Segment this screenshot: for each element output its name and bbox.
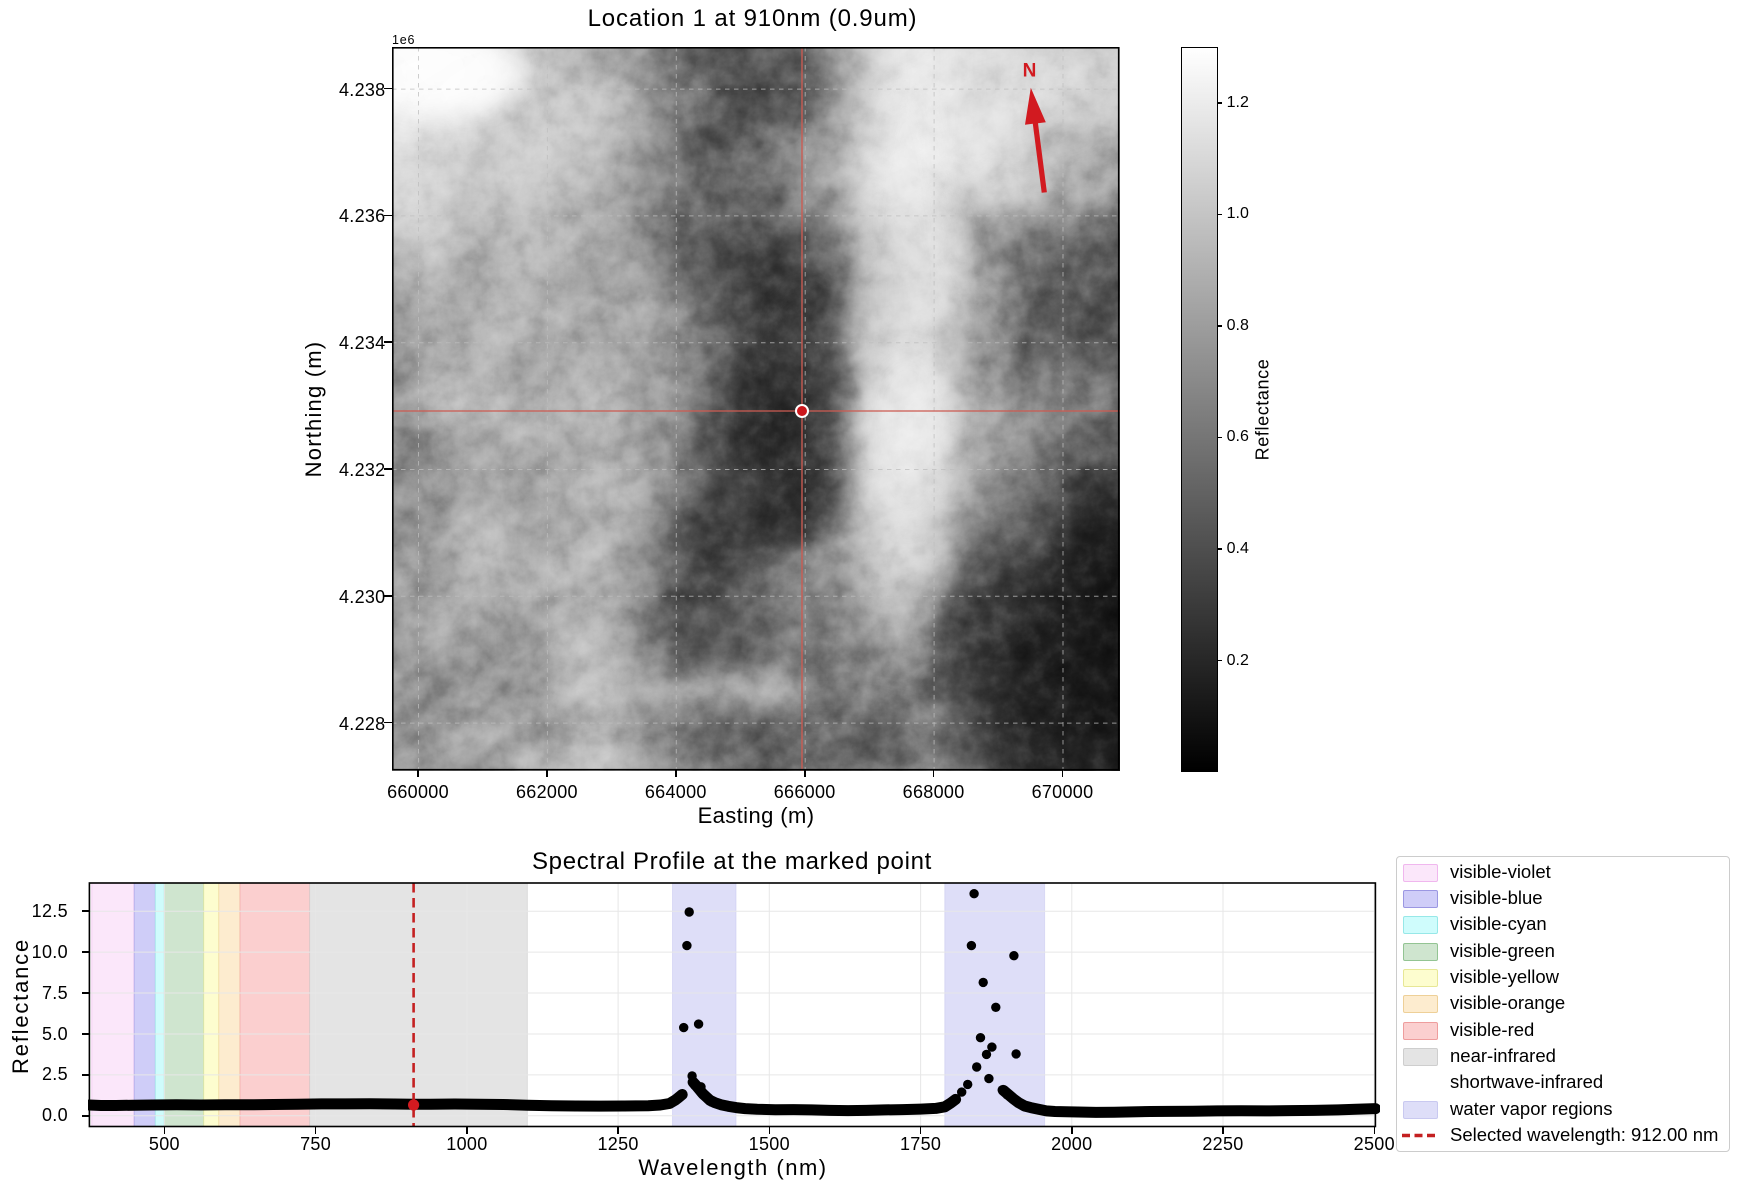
svg-text:N: N xyxy=(1022,60,1036,81)
